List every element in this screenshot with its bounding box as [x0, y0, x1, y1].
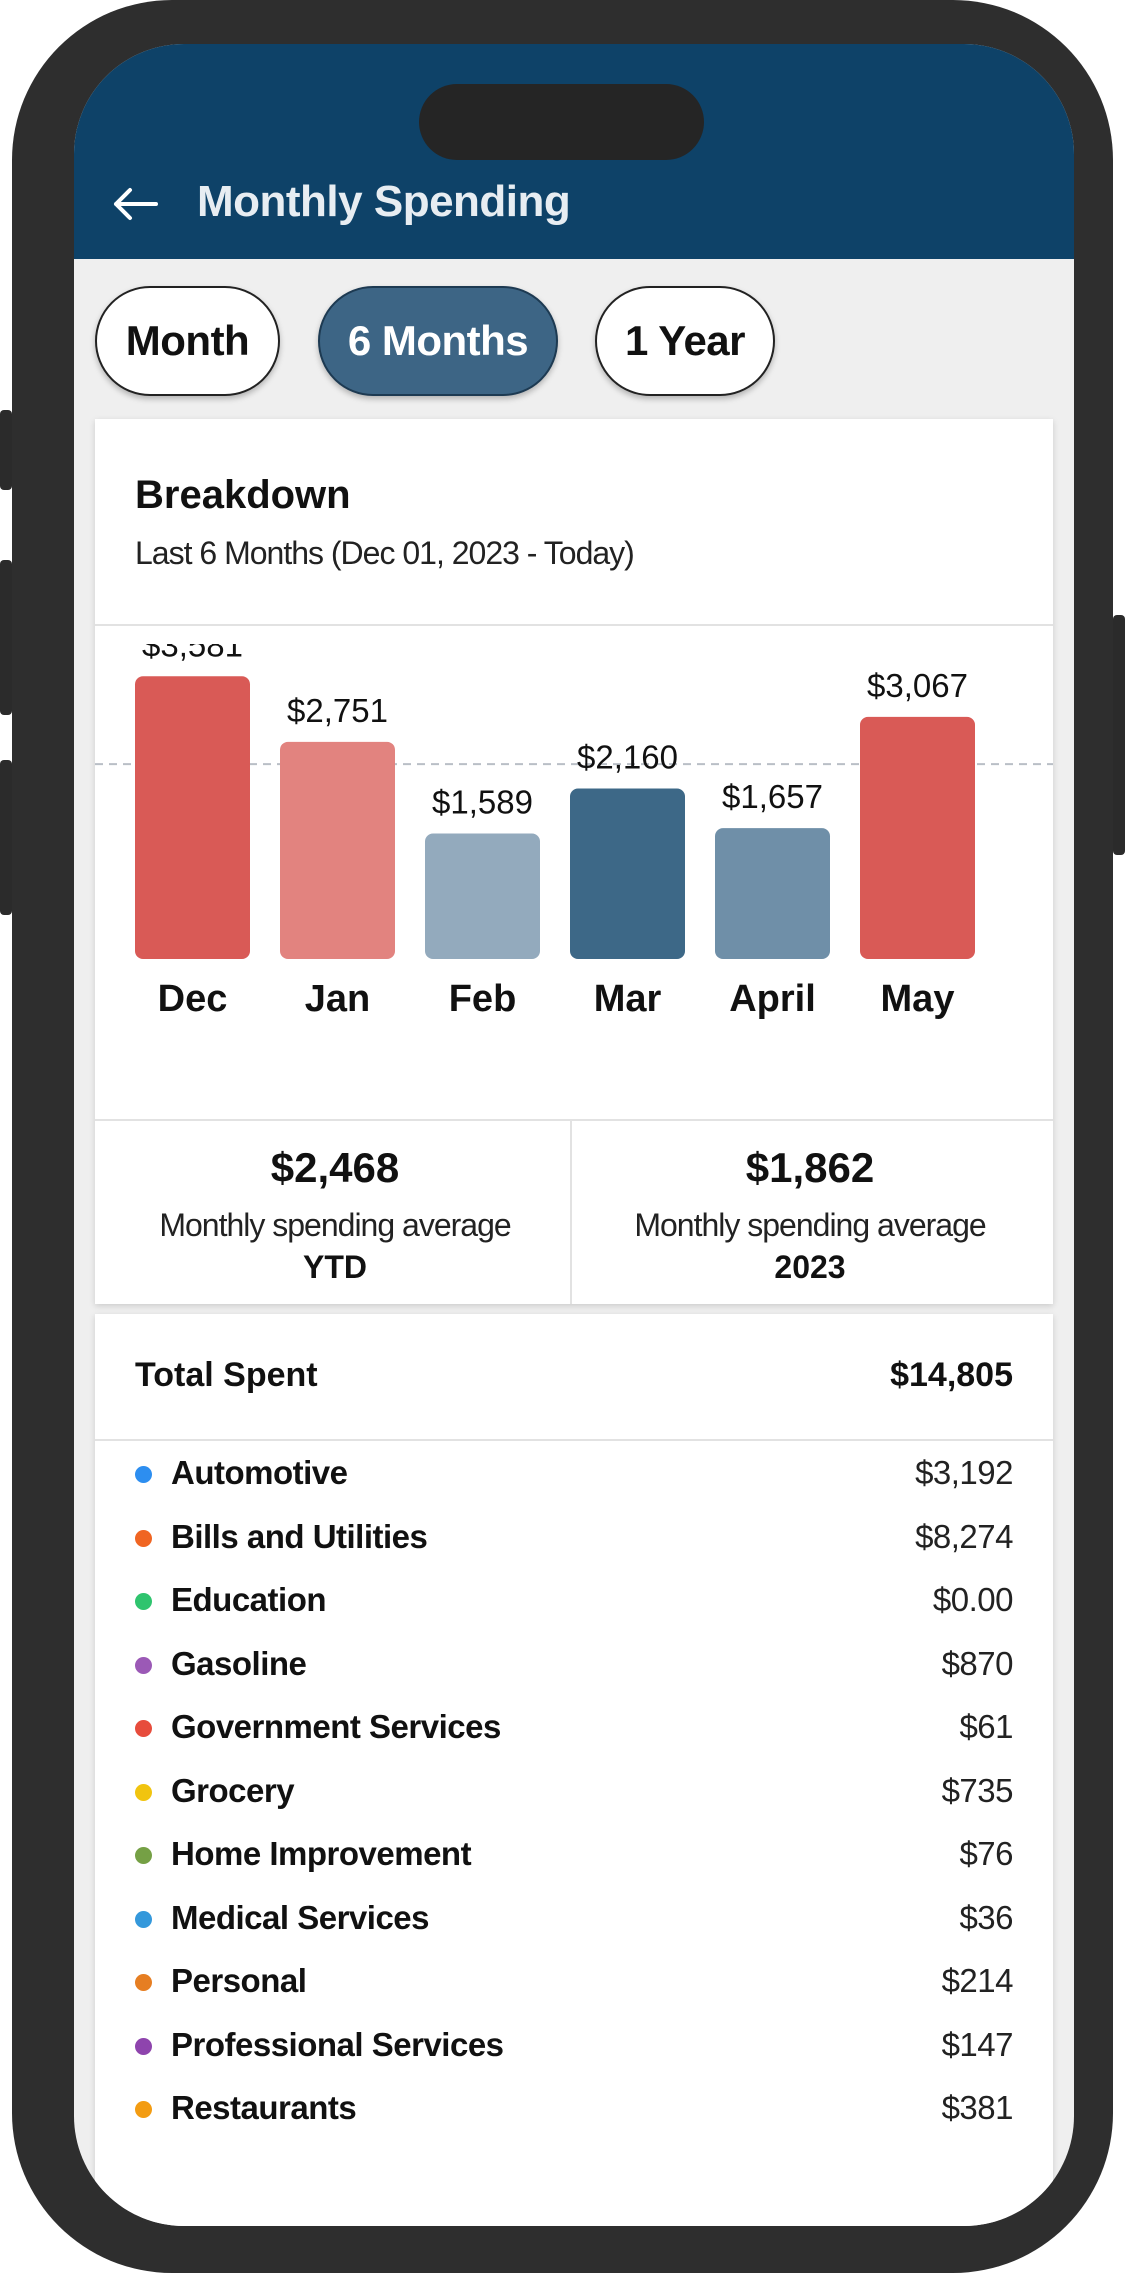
category-name: Automotive: [171, 1454, 348, 1491]
list-item[interactable]: Personal $214: [95, 1952, 1053, 2016]
x-tick-label: Dec: [158, 978, 228, 1020]
category-amount: $381: [941, 2089, 1014, 2126]
tab-1-year[interactable]: 1 Year: [595, 286, 775, 396]
app-header: Monthly Spending: [74, 44, 1074, 259]
bar-dec[interactable]: [135, 676, 250, 959]
spending-bar-chart: $3,581 Dec $2,751 Jan $1,589 Feb $2,160 Mar $1,6…: [95, 644, 1053, 1020]
ytd-average-label: Monthly spending average: [159, 1207, 511, 1243]
bar-value-label: $1,657: [722, 778, 823, 815]
bar-value-label: $3,581: [142, 644, 243, 663]
list-item[interactable]: Medical Services $36: [95, 1889, 1053, 1953]
x-tick-label: Jan: [305, 978, 370, 1020]
category-dot-icon: [135, 1466, 152, 1483]
category-name: Restaurants: [171, 2089, 357, 2126]
category-amount: $870: [941, 1644, 1014, 1682]
year-average-label: Monthly spending average: [634, 1207, 986, 1243]
bar-may[interactable]: [860, 716, 975, 959]
divider: [95, 1439, 1053, 1441]
category-dot-icon: [135, 1847, 152, 1864]
category-amount: $61: [959, 1708, 1013, 1745]
category-name: Professional Services: [171, 2025, 504, 2063]
category-amount: $8,274: [915, 1517, 1013, 1555]
category-name: Gasoline: [171, 1644, 307, 1682]
breakdown-date-range: Last 6 Months (Dec 01, 2023 - Today): [135, 535, 635, 571]
category-name: Government Services: [171, 1708, 501, 1745]
list-item[interactable]: Professional Services $147: [95, 2016, 1053, 2080]
bar-value-label: $2,160: [577, 738, 678, 775]
ytd-average-period: YTD: [303, 1249, 367, 1285]
category-dot-icon: [135, 1529, 152, 1547]
divider: [95, 1119, 1053, 1121]
category-name: Education: [171, 1581, 327, 1618]
dynamic-island: [419, 84, 704, 160]
bar-mar[interactable]: [570, 788, 685, 959]
category-dot-icon: [135, 2101, 152, 2118]
ytd-average-value: $2,468: [270, 1144, 400, 1191]
category-dot-icon: [135, 1656, 152, 1674]
category-amount: $3,192: [915, 1454, 1013, 1491]
bar-april[interactable]: [715, 828, 830, 959]
bar-value-label: $1,589: [432, 784, 533, 821]
category-name: Personal: [171, 1962, 307, 1999]
category-name: Bills and Utilities: [171, 1517, 428, 1555]
stats-divider: [570, 1119, 572, 1304]
bar-value-label: $2,751: [287, 692, 388, 729]
year-average-value: $1,862: [745, 1144, 875, 1191]
volume-down-button: [0, 760, 12, 915]
list-item[interactable]: Restaurants $381: [95, 2079, 1053, 2143]
category-dot-icon: [135, 1783, 152, 1801]
category-amount: $735: [941, 1771, 1014, 1809]
category-dot-icon: [135, 1974, 152, 1991]
category-name: Grocery: [171, 1771, 295, 1809]
list-item[interactable]: Gasoline $870: [95, 1635, 1053, 1699]
bar-value-label: $3,067: [867, 667, 968, 704]
back-arrow-icon[interactable]: [104, 179, 166, 229]
tab-6-months[interactable]: 6 Months: [318, 286, 558, 396]
total-spent-card: Total Spent $14,805 Automotive $3,192 Bill…: [95, 1314, 1053, 2226]
page-title: Monthly Spending: [197, 177, 571, 226]
category-amount: $147: [941, 2025, 1014, 2063]
x-tick-label: April: [729, 978, 816, 1020]
breakdown-title: Breakdown: [135, 473, 351, 517]
category-name: Medical Services: [171, 1898, 430, 1936]
bar-feb[interactable]: [425, 833, 540, 959]
category-amount: $214: [941, 1962, 1014, 1999]
list-item[interactable]: Government Services $61: [95, 1698, 1053, 1762]
volume-up-button: [0, 560, 12, 715]
power-button: [1113, 615, 1125, 855]
screen: Monthly Spending Month 6 Months 1 Year B…: [74, 44, 1074, 2226]
x-tick-label: Feb: [449, 978, 517, 1020]
category-amount: $36: [959, 1898, 1013, 1936]
divider: [95, 624, 1053, 626]
total-spent-value: $14,805: [890, 1356, 1013, 1394]
total-spent-label: Total Spent: [135, 1356, 318, 1394]
category-amount: $0.00: [932, 1581, 1014, 1618]
phone-frame: Monthly Spending Month 6 Months 1 Year B…: [12, 0, 1113, 2273]
list-item[interactable]: Education $0.00: [95, 1571, 1053, 1635]
list-item[interactable]: Grocery $735: [95, 1762, 1053, 1826]
category-dot-icon: [135, 1910, 152, 1928]
category-amount: $76: [959, 1835, 1013, 1872]
list-item[interactable]: Bills and Utilities $8,274: [95, 1508, 1053, 1572]
x-tick-label: May: [881, 978, 955, 1020]
list-item[interactable]: Automotive $3,192: [95, 1444, 1053, 1508]
x-tick-label: Mar: [594, 978, 662, 1020]
category-dot-icon: [135, 1720, 152, 1737]
category-list: Automotive $3,192 Bills and Utilities $8,27…: [95, 1444, 1053, 2143]
back-arrow-glyph: [114, 188, 158, 220]
breakdown-card: Breakdown Last 6 Months (Dec 01, 2023 - …: [95, 419, 1053, 1304]
bar-jan[interactable]: [280, 741, 395, 959]
year-average-period: 2023: [774, 1249, 846, 1285]
category-dot-icon: [135, 2037, 152, 2055]
tab-month[interactable]: Month: [95, 286, 280, 396]
category-name: Home Improvement: [171, 1835, 472, 1872]
category-dot-icon: [135, 1593, 152, 1610]
list-item[interactable]: Home Improvement $76: [95, 1825, 1053, 1889]
silent-switch: [0, 410, 12, 490]
